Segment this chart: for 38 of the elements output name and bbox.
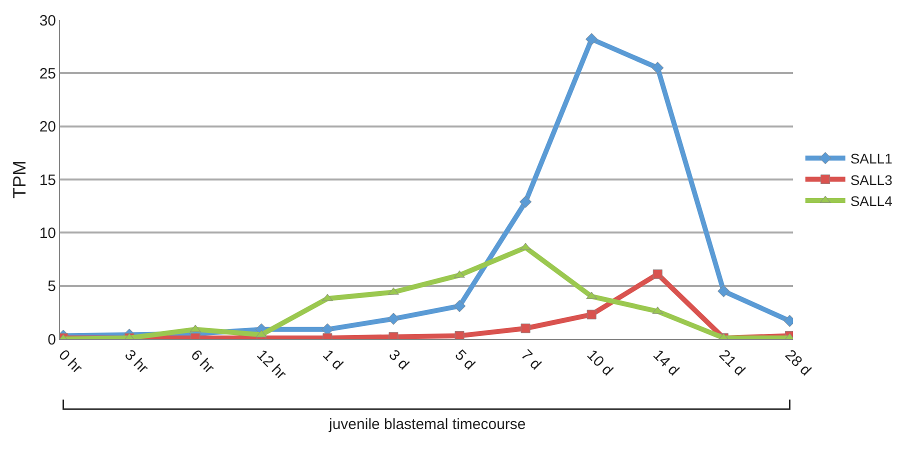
point xyxy=(387,312,400,325)
y-tick-label: 30 xyxy=(39,12,56,30)
point xyxy=(585,33,598,46)
y-tick-label: 20 xyxy=(39,118,56,136)
y-tick-label: 0 xyxy=(48,331,56,348)
point xyxy=(652,269,662,279)
y-tick-label: 25 xyxy=(39,65,56,82)
x-tick-label: 3 hr xyxy=(121,346,152,377)
x-tick-label: 7 d xyxy=(517,346,544,374)
x-tick-label: 3 d xyxy=(385,346,412,374)
y-tick-label: 5 xyxy=(48,278,56,296)
point xyxy=(453,300,466,312)
x-tick-label: 1 d xyxy=(319,346,346,374)
legend-label: SALL3 xyxy=(850,172,893,188)
point xyxy=(520,242,531,250)
point xyxy=(652,62,664,74)
point xyxy=(520,324,530,334)
point xyxy=(322,294,333,302)
legend-label: SALL1 xyxy=(850,150,893,167)
x-tick-label: 14 d xyxy=(650,346,682,380)
point xyxy=(454,331,464,339)
x-tick-label: 28 d xyxy=(782,346,814,380)
y-tick-label: 10 xyxy=(39,224,56,242)
point xyxy=(388,287,399,295)
y-tick-label: 15 xyxy=(39,172,56,189)
point xyxy=(519,196,532,208)
x-tick-label: 0 hr xyxy=(55,346,86,377)
x-tick-label: 10 d xyxy=(583,346,616,380)
x-tick-label: 21 d xyxy=(716,346,748,380)
text: juvenile blastemal timecourse xyxy=(328,416,526,433)
point xyxy=(718,285,730,298)
legend-label: SALL4 xyxy=(850,192,893,209)
x-tick-label: 12 hr xyxy=(253,346,290,383)
point xyxy=(454,270,465,278)
x-tick-label: 6 hr xyxy=(187,346,218,377)
x-tick-label: 5 d xyxy=(451,346,478,374)
y-axis-title: TPM xyxy=(10,160,30,198)
point xyxy=(586,310,596,320)
